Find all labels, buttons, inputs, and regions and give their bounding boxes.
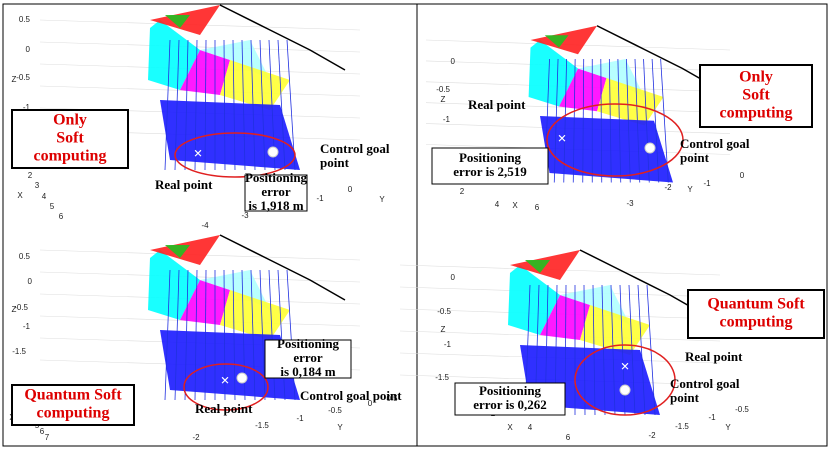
z-tick-label: 0 bbox=[451, 57, 456, 66]
method-label: Quantum Soft bbox=[24, 387, 122, 404]
error-label: Positioning bbox=[459, 150, 522, 165]
z-tick-label: 0.5 bbox=[19, 15, 31, 24]
x-tick-label: 6 bbox=[535, 203, 540, 212]
goal-label: point bbox=[320, 155, 350, 170]
method-label: Only bbox=[739, 69, 773, 86]
z-tick-label: 0 bbox=[28, 277, 33, 286]
axis-label: Y bbox=[337, 423, 343, 432]
axis-label: Z bbox=[441, 95, 446, 104]
goal-label: Control goal bbox=[680, 136, 750, 151]
y-tick-label: -0.5 bbox=[735, 405, 749, 414]
method-label: computing bbox=[720, 314, 793, 331]
y-tick-label: 0 bbox=[348, 185, 353, 194]
real-point-label: Real point bbox=[685, 349, 743, 364]
y-tick-label: -1.5 bbox=[675, 422, 689, 431]
z-tick-label: -1.5 bbox=[12, 347, 26, 356]
z-tick-label: -1.5 bbox=[435, 373, 449, 382]
method-label: computing bbox=[37, 405, 110, 422]
real-point-label: Real point bbox=[155, 177, 213, 192]
x-tick-label: 2 bbox=[28, 171, 33, 180]
x-tick-label: 4 bbox=[42, 192, 47, 201]
y-tick-label: -2 bbox=[192, 433, 200, 442]
axis-label: X bbox=[507, 423, 513, 432]
x-tick-label: 2 bbox=[460, 187, 465, 196]
method-label: Soft bbox=[56, 130, 84, 147]
real-point-mark: × bbox=[193, 146, 202, 163]
x-tick-label: 7 bbox=[45, 433, 50, 442]
error-label: Positioning bbox=[479, 383, 542, 398]
real-point-mark: × bbox=[220, 373, 229, 390]
method-label: Soft bbox=[742, 87, 770, 104]
y-tick-label: -1 bbox=[708, 413, 716, 422]
x-tick-label: 6 bbox=[566, 433, 571, 442]
z-tick-label: -1 bbox=[23, 322, 31, 331]
goal-mark bbox=[268, 147, 278, 157]
x-tick-label: 4 bbox=[528, 423, 533, 432]
x-tick-label: 5 bbox=[50, 202, 55, 211]
x-tick-label: 4 bbox=[495, 200, 500, 209]
x-tick-label: 3 bbox=[35, 181, 40, 190]
axis-label: Y bbox=[725, 423, 731, 432]
method-label: Only bbox=[53, 112, 87, 129]
error-label: Positioning bbox=[245, 170, 308, 185]
z-tick-label: -0.5 bbox=[16, 73, 30, 82]
axis-label: Z bbox=[12, 75, 17, 84]
z-tick-label: 0.5 bbox=[19, 252, 31, 261]
goal-mark bbox=[645, 143, 655, 153]
panel: ×0.50-0.5-123456-4-3-2-10ZXYOnlySoftcomp… bbox=[12, 5, 390, 230]
error-label: error bbox=[293, 350, 323, 365]
y-tick-label: -1 bbox=[703, 179, 711, 188]
y-tick-label: -4 bbox=[201, 221, 209, 230]
y-tick-label: -2 bbox=[664, 183, 672, 192]
y-tick-label: -0.5 bbox=[328, 406, 342, 415]
real-point-label: Real point bbox=[468, 97, 526, 112]
axis-label: X bbox=[17, 191, 23, 200]
error-label: Positioning bbox=[277, 336, 340, 351]
error-label: error bbox=[261, 184, 291, 199]
goal-mark bbox=[237, 373, 247, 383]
error-label: is 0,184 m bbox=[280, 364, 335, 379]
z-tick-label: -1 bbox=[443, 115, 451, 124]
axis-label: Z bbox=[441, 325, 446, 334]
z-tick-label: -0.5 bbox=[437, 307, 451, 316]
z-tick-label: 0 bbox=[26, 45, 31, 54]
y-tick-label: -1.5 bbox=[255, 421, 269, 430]
z-tick-label: 0 bbox=[451, 273, 456, 282]
real-point-mark: × bbox=[557, 131, 566, 148]
goal-label: Control goal bbox=[670, 376, 740, 391]
method-label: computing bbox=[720, 105, 793, 122]
goal-mark bbox=[620, 385, 630, 395]
y-tick-label: -2 bbox=[648, 431, 656, 440]
goal-label: Control goal bbox=[320, 141, 390, 156]
y-tick-label: -3 bbox=[626, 199, 634, 208]
y-tick-label: -1 bbox=[316, 194, 324, 203]
error-label: error is 2,519 bbox=[453, 164, 527, 179]
error-label: is 1,918 m bbox=[248, 198, 303, 213]
y-tick-label: 0 bbox=[740, 171, 745, 180]
axis-label: X bbox=[512, 201, 518, 210]
method-label: computing bbox=[34, 148, 107, 165]
z-tick-label: -1 bbox=[444, 340, 452, 349]
axis-label: Z bbox=[12, 305, 17, 314]
x-tick-label: 6 bbox=[59, 212, 64, 221]
arm-links bbox=[160, 100, 300, 170]
z-tick-label: -0.5 bbox=[436, 85, 450, 94]
error-label: error is 0,262 bbox=[473, 397, 547, 412]
axis-label: Y bbox=[687, 185, 693, 194]
goal-label: Control goal point bbox=[300, 388, 402, 403]
axis-label: Y bbox=[379, 195, 385, 204]
method-label: Quantum Soft bbox=[707, 296, 805, 313]
goal-label: point bbox=[680, 150, 710, 165]
panel: ×0.50-0.5-1-1.5234567-2-1.5-1-0.500.5ZXY… bbox=[9, 235, 402, 442]
real-point-label: Real point bbox=[195, 401, 253, 416]
y-tick-label: -1 bbox=[296, 414, 304, 423]
real-point-mark: × bbox=[620, 359, 629, 376]
goal-label: point bbox=[670, 390, 700, 405]
figure: ×0.50-0.5-123456-4-3-2-10ZXYOnlySoftcomp… bbox=[0, 0, 831, 450]
